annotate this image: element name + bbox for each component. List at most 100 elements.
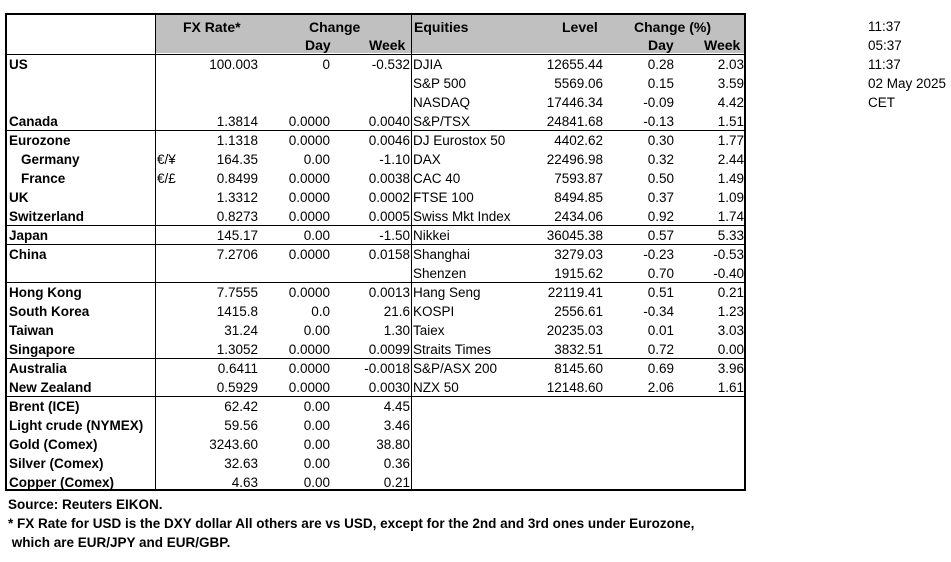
equity-week-change-cell: 1.49 <box>717 171 744 186</box>
region-label: South Korea <box>9 304 90 319</box>
table-row: US 100.003 0 -0.532 DJIA 12655.44 0.28 2.03 <box>0 55 746 74</box>
fx-rate-cell: 0.6411 <box>217 361 258 376</box>
change-header: Change <box>309 19 361 35</box>
fx-week-change-cell: 0.36 <box>383 456 410 471</box>
region-label: Hong Kong <box>9 285 82 300</box>
fx-day-change-cell: 0.0000 <box>288 247 330 262</box>
equity-level-cell: 20235.03 <box>546 323 603 338</box>
region-label: Silver (Comex) <box>9 456 104 471</box>
equity-week-change-cell: 1.09 <box>717 190 744 205</box>
table-row: Taiwan 31.24 0.00 1.30 Taiex 20235.03 0.01 3.03 <box>0 321 746 340</box>
group-separator <box>7 282 744 283</box>
equity-name-cell: S&P/TSX <box>413 114 471 129</box>
table-row: Light crude (NYMEX) 59.56 0.00 3.46 <box>0 416 746 435</box>
fx-week-change-cell: 3.46 <box>383 418 410 433</box>
fx-day-change-cell: 0.0000 <box>288 209 330 224</box>
market-table <box>5 13 746 491</box>
fx-day-change-cell: 0.0000 <box>288 285 330 300</box>
fx-week-change-cell: 0.0013 <box>368 285 410 300</box>
equity-level-cell: 8145.60 <box>554 361 603 376</box>
equity-level-cell: 7593.87 <box>554 171 603 186</box>
group-separator <box>7 358 744 359</box>
fx-week-change-cell: 0.0158 <box>368 247 410 262</box>
table-row: Eurozone 1.1318 0.0000 0.0046 DJ Eurostox 50… <box>0 131 746 150</box>
equity-day-change-cell: 0.69 <box>647 361 674 376</box>
table-row: Switzerland 0.8273 0.0000 0.0005 Swiss Mkt I… <box>0 207 746 226</box>
timestamp-block: 11:37 05:37 11:37 02 May 2025 CET <box>868 17 946 112</box>
fx-rate-cell: 164.35 <box>216 152 258 167</box>
equity-name-cell: Nikkei <box>413 228 450 243</box>
group-separator <box>7 396 744 397</box>
fx-day-change-cell: 0.0000 <box>288 114 330 129</box>
equity-name-cell: Shanghai <box>413 247 471 262</box>
fx-rate-cell: 100.003 <box>209 57 258 72</box>
equity-level-cell: 22496.98 <box>546 152 603 167</box>
fx-week-change-cell: -0.0018 <box>364 361 410 376</box>
fx-rate-cell: 3243.60 <box>209 437 258 452</box>
pair-symbol: €/¥ <box>157 152 176 167</box>
time-line: 11:37 <box>868 57 901 72</box>
fx-week-change-cell: 21.6 <box>383 304 410 319</box>
region-label: Copper (Comex) <box>9 475 115 490</box>
fx-week-change-cell: -0.532 <box>371 57 410 72</box>
equity-week-change-cell: 0.00 <box>717 342 744 357</box>
footnote-line-1: * FX Rate for USD is the DXY dollar All … <box>8 516 695 531</box>
equity-day-change-cell: 0.15 <box>647 76 674 91</box>
column-divider <box>155 53 156 490</box>
fx-rate-cell: 0.8499 <box>216 171 258 186</box>
header-separator <box>7 54 744 55</box>
equity-week-change-cell: 1.77 <box>717 133 744 148</box>
fx-week-change-cell: 0.0002 <box>368 190 410 205</box>
region-label: Gold (Comex) <box>9 437 98 452</box>
table-row: Brent (ICE) 62.42 0.00 4.45 <box>0 397 746 416</box>
time-line: 11:37 <box>868 19 901 34</box>
fx-rate-cell: 1415.8 <box>216 304 258 319</box>
equity-level-cell: 1915.62 <box>554 266 603 281</box>
column-divider <box>155 15 156 53</box>
equity-day-change-cell: 0.01 <box>647 323 674 338</box>
equity-day-change-cell: 0.28 <box>647 57 674 72</box>
fx-week-change-cell: -1.10 <box>379 152 410 167</box>
fx-day-change-cell: 0.00 <box>303 475 330 490</box>
equity-level-cell: 17446.34 <box>546 95 603 110</box>
region-label: China <box>9 247 47 262</box>
equity-day-change-cell: 0.50 <box>647 171 674 186</box>
region-label: Singapore <box>9 342 76 357</box>
region-label: Australia <box>9 361 67 376</box>
group-separator <box>7 130 744 131</box>
equity-name-cell: DJIA <box>413 57 443 72</box>
equity-day-change-cell: -0.23 <box>643 247 674 262</box>
equity-level-cell: 22119.41 <box>547 285 603 300</box>
region-label: Eurozone <box>9 133 71 148</box>
table-row: Canada 1.3814 0.0000 0.0040 S&P/TSX 24841.68 -… <box>0 112 746 131</box>
fx-day-change-cell: 0.0000 <box>288 342 330 357</box>
equity-level-cell: 4402.62 <box>554 133 603 148</box>
footnote-line-2: which are EUR/JPY and EUR/GBP. <box>8 535 231 550</box>
fx-week-change-cell: 4.45 <box>383 399 410 414</box>
fx-week-change-cell: 0.0046 <box>368 133 410 148</box>
equity-day-change-cell: 2.06 <box>647 380 674 395</box>
table-row: UK 1.3312 0.0000 0.0002 FTSE 100 8494.85 0.37 1… <box>0 188 746 207</box>
fx-rate-cell: 4.63 <box>231 475 258 490</box>
table-row: South Korea 1415.8 0.0 21.6 KOSPI 2556.61 -0.3… <box>0 302 746 321</box>
time-line: 05:37 <box>868 38 902 53</box>
equities-header-background <box>411 15 744 53</box>
equity-name-cell: Taiex <box>413 323 445 338</box>
fx-rate-cell: 1.3052 <box>216 342 258 357</box>
group-separator <box>7 244 744 245</box>
equity-week-change-cell: -0.53 <box>713 247 744 262</box>
fx-rate-cell: 0.5929 <box>216 380 258 395</box>
fx-week-change-cell: 0.0038 <box>368 171 410 186</box>
fx-rate-cell: 32.63 <box>224 456 258 471</box>
fx-week-change-cell: 0.21 <box>383 475 410 490</box>
equity-name-cell: Hang Seng <box>413 285 481 300</box>
equity-name-cell: FTSE 100 <box>413 190 474 205</box>
table-row: S&P 500 5569.06 0.15 3.59 <box>0 74 746 93</box>
column-divider <box>411 15 412 490</box>
fx-day-change-cell: 0.00 <box>303 418 330 433</box>
equity-name-cell: Straits Times <box>413 342 492 357</box>
fx-day-change-cell: 0.0000 <box>288 380 330 395</box>
fx-day-change-cell: 0.0000 <box>288 171 330 186</box>
table-row: NASDAQ 17446.34 -0.09 4.42 <box>0 93 746 112</box>
equity-week-change-cell: 3.03 <box>717 323 744 338</box>
